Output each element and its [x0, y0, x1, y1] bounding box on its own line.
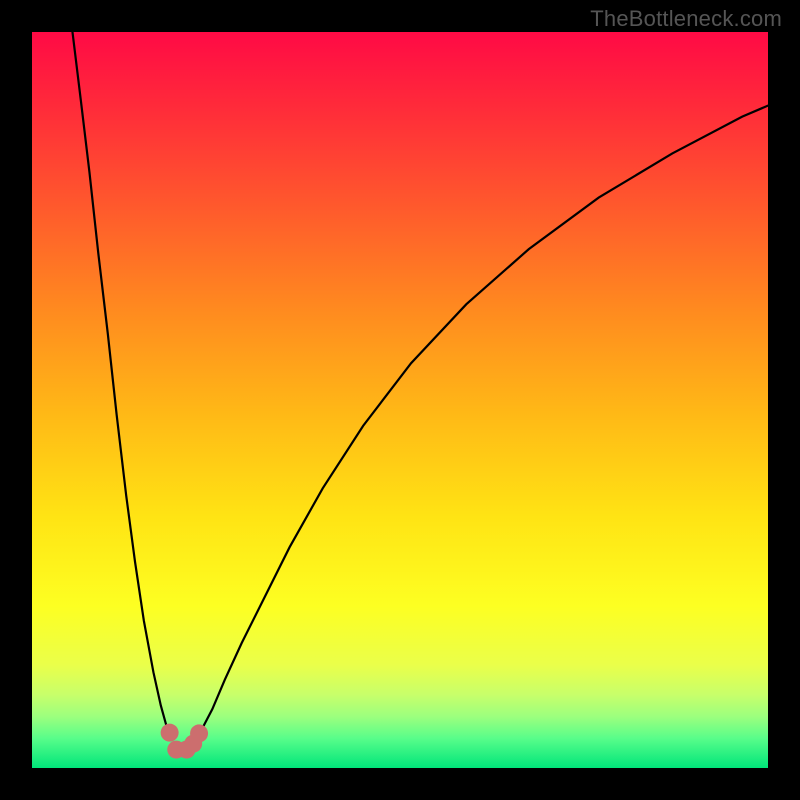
min-marker [190, 724, 208, 742]
chart-root: TheBottleneck.com [0, 0, 800, 800]
left-curve [72, 32, 171, 737]
right-curve [198, 106, 768, 737]
watermark-text: TheBottleneck.com [590, 6, 782, 32]
plot-area [32, 32, 768, 768]
min-marker [161, 724, 179, 742]
min-markers [161, 724, 208, 759]
curves-svg [32, 32, 768, 768]
